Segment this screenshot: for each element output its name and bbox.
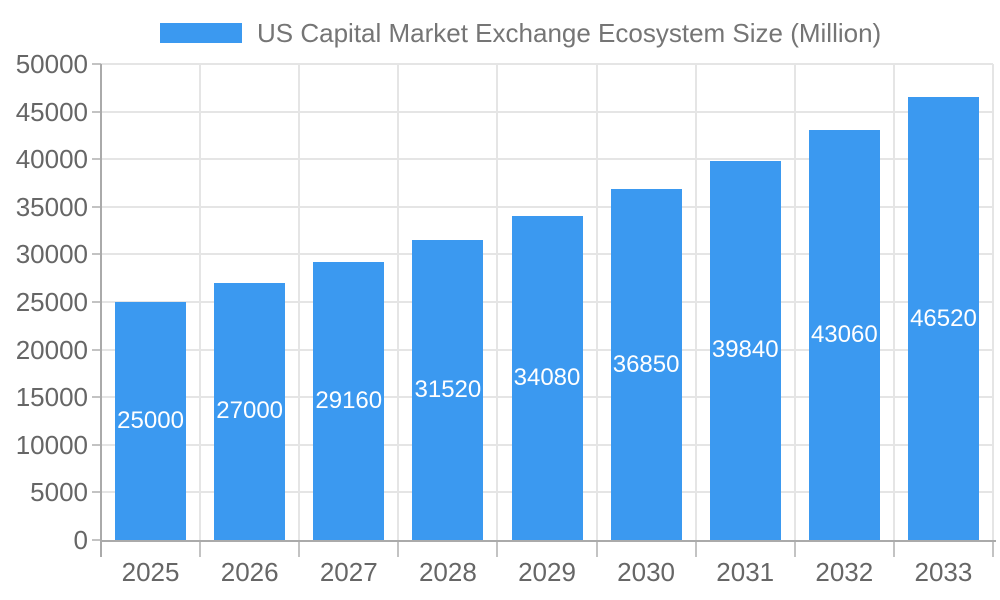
y-axis-tick-label: 30000	[15, 239, 88, 270]
bar-2025[interactable]	[115, 302, 187, 540]
v-gridline	[992, 64, 994, 540]
legend[interactable]: US Capital Market Exchange Ecosystem Siz…	[160, 18, 881, 48]
v-gridline	[199, 64, 202, 540]
y-axis-tick-label: 25000	[15, 287, 88, 317]
bar-2030[interactable]	[610, 189, 682, 540]
y-axis-tick	[92, 539, 101, 541]
x-axis-tick	[892, 542, 895, 557]
legend-label: US Capital Market Exchange Ecosystem Siz…	[257, 17, 882, 48]
v-gridline	[595, 64, 598, 540]
y-axis-tick	[92, 253, 101, 256]
h-gridline	[101, 205, 993, 208]
y-axis-tick-label: 40000	[15, 144, 88, 175]
x-axis-tick	[496, 542, 499, 557]
x-axis-tick-label: 2033	[914, 557, 973, 587]
x-axis-tick-label: 2025	[121, 557, 180, 587]
legend-swatch	[160, 23, 242, 43]
x-axis-tick	[793, 542, 796, 557]
x-axis-tick-label: 2026	[220, 557, 279, 587]
y-axis-tick	[92, 205, 101, 208]
x-axis-tick-label: 2031	[716, 557, 775, 587]
v-gridline	[694, 64, 697, 540]
y-axis-tick	[92, 301, 101, 303]
y-axis-tick-label: 20000	[15, 334, 88, 365]
bar-2028[interactable]	[412, 239, 484, 540]
h-gridline	[101, 158, 993, 161]
x-axis-tick	[298, 542, 301, 557]
y-axis-line	[100, 64, 102, 557]
y-axis-tick-label: 45000	[15, 96, 88, 127]
v-gridline	[793, 64, 796, 540]
bar-value-label: 27000	[216, 397, 284, 425]
y-axis-tick-label: 5000	[30, 477, 88, 508]
bar-2032[interactable]	[808, 130, 880, 540]
v-gridline	[892, 64, 895, 540]
bar-value-label: 34080	[513, 363, 581, 391]
h-gridline	[101, 110, 993, 113]
y-axis-tick-label: 15000	[15, 382, 88, 413]
x-axis-tick-label: 2030	[617, 557, 676, 587]
y-axis-tick-label: 10000	[15, 429, 88, 460]
y-axis-tick	[92, 158, 101, 161]
y-axis-tick	[92, 396, 101, 399]
y-axis-tick	[92, 110, 101, 113]
y-axis-tick-label: 0	[73, 525, 88, 555]
v-gridline	[397, 64, 400, 540]
x-axis-tick	[199, 542, 202, 557]
v-gridline	[496, 64, 499, 540]
y-axis-tick-label: 35000	[15, 191, 88, 222]
x-axis-tick-label: 2032	[815, 557, 874, 587]
y-axis-tick-label: 50000	[15, 49, 88, 79]
bar-value-label: 29160	[315, 387, 383, 415]
x-axis-tick	[397, 542, 400, 557]
bar-2026[interactable]	[214, 282, 286, 540]
bar-2027[interactable]	[313, 262, 385, 540]
bar-value-label: 36850	[612, 350, 680, 378]
v-gridline	[298, 64, 301, 540]
h-gridline	[101, 63, 993, 65]
y-axis-tick	[92, 491, 101, 494]
bar-value-label: 25000	[117, 407, 184, 434]
x-axis-tick-label: 2028	[418, 557, 477, 587]
bar-2033[interactable]	[907, 97, 979, 540]
y-axis-tick	[92, 443, 101, 446]
x-axis-tick-label: 2029	[518, 557, 576, 587]
y-axis-tick	[92, 348, 101, 351]
bar-value-label: 43060	[810, 321, 878, 349]
bar-value-label: 31520	[414, 375, 482, 403]
bar-2031[interactable]	[709, 160, 781, 540]
bar-value-label: 39840	[711, 336, 779, 364]
x-axis-tick	[992, 542, 994, 557]
bar-2029[interactable]	[511, 215, 583, 540]
x-axis-line	[100, 540, 996, 542]
x-axis-tick-label: 2027	[319, 557, 378, 587]
y-axis-tick	[92, 63, 101, 65]
x-axis-tick	[694, 542, 697, 557]
bar-value-label: 46520	[910, 304, 977, 332]
x-axis-tick	[595, 542, 598, 557]
